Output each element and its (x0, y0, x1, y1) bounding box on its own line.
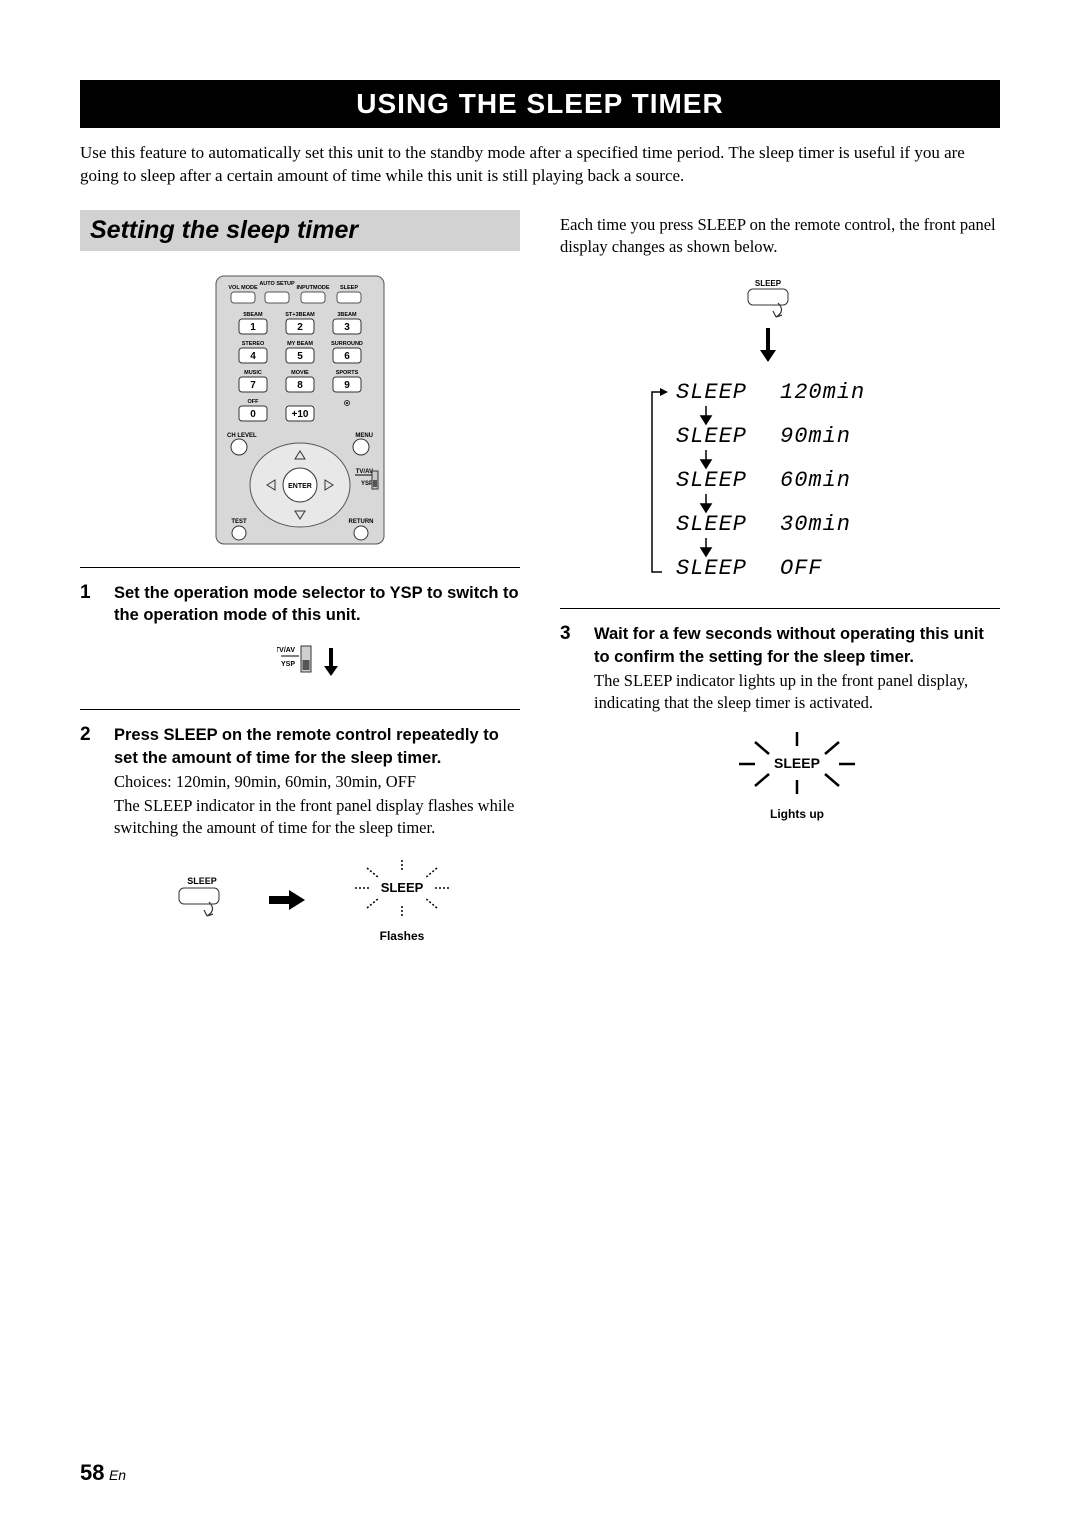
lights-up-caption: Lights up (727, 807, 867, 821)
svg-text:YSP: YSP (281, 661, 295, 668)
svg-text:SLEEP: SLEEP (381, 880, 424, 895)
svg-text:SPORTS: SPORTS (336, 370, 359, 376)
ysp-switch-diagram: TV/AV YSP (114, 640, 520, 685)
svg-text:0: 0 (250, 409, 256, 420)
svg-text:60min: 60min (780, 468, 851, 493)
step-3-text: The SLEEP indicator lights up in the fro… (594, 670, 1000, 715)
svg-text:120min: 120min (780, 380, 865, 405)
step-2-desc: The SLEEP indicator in the front panel d… (114, 795, 520, 840)
svg-text:SLEEP: SLEEP (676, 380, 747, 405)
svg-text:TV/AV: TV/AV (356, 469, 373, 475)
svg-text:AUTO SETUP: AUTO SETUP (259, 281, 295, 287)
page-language: En (109, 1467, 126, 1483)
flash-caption: Flashes (347, 929, 457, 943)
sleep-button-icon: SLEEP (177, 876, 227, 925)
right-intro-text: Each time you press SLEEP on the remote … (560, 210, 1000, 259)
divider (80, 709, 520, 710)
svg-text:SLEEP: SLEEP (676, 556, 747, 581)
step-2-title: Press SLEEP on the remote control repeat… (114, 724, 520, 769)
svg-text:90min: 90min (780, 424, 851, 449)
intro-paragraph: Use this feature to automatically set th… (80, 142, 1000, 188)
divider (560, 608, 1000, 609)
remote-control-diagram: VOL MODE AUTO SETUP INPUTMODE SLEEP 5BEA… (215, 275, 385, 545)
svg-text:YSP: YSP (361, 481, 373, 487)
lights-up-indicator: SLEEP Lights up (727, 730, 867, 821)
svg-text:TEST: TEST (231, 519, 247, 525)
svg-text:ENTER: ENTER (288, 483, 312, 490)
svg-text:ST+3BEAM: ST+3BEAM (285, 312, 315, 318)
page-title-bar: USING THE SLEEP TIMER (80, 80, 1000, 128)
svg-text:SLEEP: SLEEP (676, 424, 747, 449)
step-2: 2 Press SLEEP on the remote control repe… (80, 724, 520, 942)
sleep-button-with-arrow: SLEEP (740, 278, 820, 368)
step-3-title: Wait for a few seconds without operating… (594, 623, 1000, 668)
svg-text:5BEAM: 5BEAM (243, 312, 263, 318)
svg-text:VOL MODE: VOL MODE (228, 285, 258, 291)
svg-text:+10: +10 (292, 409, 309, 420)
svg-text:5: 5 (297, 351, 303, 362)
step-number: 2 (80, 724, 100, 942)
divider (80, 567, 520, 568)
sleep-sequence-diagram: SLEEP SLEEP120min SLEEP90min SLEEP60min … (640, 278, 920, 586)
svg-text:CH LEVEL: CH LEVEL (227, 433, 257, 439)
section-heading: Setting the sleep timer (80, 210, 520, 251)
svg-text:2: 2 (297, 322, 303, 333)
svg-text:MUSIC: MUSIC (244, 370, 262, 376)
sleep-flash-diagram: SLEEP (114, 858, 520, 943)
two-column-layout: Setting the sleep timer VOL MODE AUTO SE… (80, 210, 1000, 957)
svg-text:STEREO: STEREO (242, 341, 265, 347)
svg-text:INPUTMODE: INPUTMODE (297, 285, 330, 291)
right-column: Each time you press SLEEP on the remote … (560, 210, 1000, 957)
page-footer: 58 En (80, 1460, 126, 1486)
left-column: Setting the sleep timer VOL MODE AUTO SE… (80, 210, 520, 957)
svg-text:30min: 30min (780, 512, 851, 537)
step-2-choices: Choices: 120min, 90min, 60min, 30min, OF… (114, 771, 520, 793)
step-1: 1 Set the operation mode selector to YSP… (80, 582, 520, 696)
svg-text:SLEEP: SLEEP (340, 285, 358, 291)
svg-text:3: 3 (344, 322, 350, 333)
step-1-title: Set the operation mode selector to YSP t… (114, 582, 520, 627)
svg-text:TV/AV: TV/AV (277, 647, 295, 654)
svg-text:MOVIE: MOVIE (291, 370, 309, 376)
svg-text:OFF: OFF (248, 399, 260, 405)
svg-text:SURROUND: SURROUND (331, 341, 363, 347)
svg-text:SLEEP: SLEEP (676, 468, 747, 493)
svg-text:SLEEP: SLEEP (676, 512, 747, 537)
svg-text:7: 7 (250, 380, 256, 391)
svg-text:1: 1 (250, 322, 256, 333)
svg-text:3BEAM: 3BEAM (337, 312, 357, 318)
step-3: 3 Wait for a few seconds without operati… (560, 623, 1000, 821)
svg-text:SLEEP: SLEEP (774, 755, 820, 771)
flash-indicator: SLEEP Flashes (347, 858, 457, 943)
svg-text:RETURN: RETURN (349, 519, 374, 525)
svg-text:6: 6 (344, 351, 350, 362)
svg-text:MY BEAM: MY BEAM (287, 341, 313, 347)
svg-text:MENU: MENU (355, 433, 373, 439)
svg-text:4: 4 (250, 351, 256, 362)
arrow-right-icon (267, 888, 307, 912)
svg-text:SLEEP: SLEEP (755, 279, 782, 288)
step-number: 1 (80, 582, 100, 696)
svg-text:8: 8 (297, 380, 303, 391)
svg-text:9: 9 (344, 380, 350, 391)
svg-text:OFF: OFF (780, 556, 823, 581)
step-number: 3 (560, 623, 580, 821)
page-number: 58 (80, 1460, 104, 1485)
